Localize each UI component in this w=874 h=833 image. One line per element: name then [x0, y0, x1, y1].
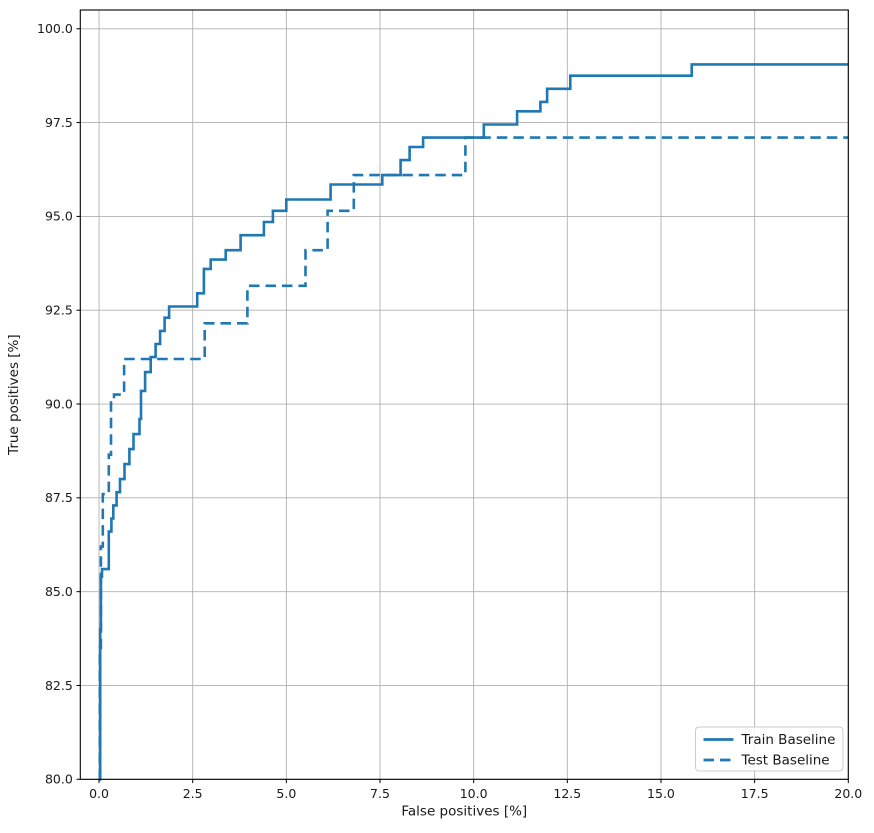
x-tick-label: 10.0	[460, 786, 488, 801]
x-tick-label: 5.0	[276, 786, 296, 801]
legend: Train Baseline Test Baseline	[695, 726, 844, 772]
y-tick-label: 82.5	[45, 678, 73, 693]
x-tick-label: 2.5	[183, 786, 203, 801]
y-tick-label: 100.0	[37, 21, 73, 36]
train-baseline-line	[98, 63, 849, 781]
x-tick-label: 15.0	[647, 786, 675, 801]
y-tick-label: 87.5	[45, 490, 73, 505]
legend-box	[695, 726, 844, 772]
x-axis: 0.0 2.5 5.0 7.5 10.0 12.5 15.0 17.5 20.0	[89, 779, 862, 801]
x-tick-label: 20.0	[834, 786, 862, 801]
grid	[80, 10, 849, 780]
y-tick-label: 90.0	[45, 396, 73, 411]
x-tick-label: 12.5	[553, 786, 581, 801]
y-tick-label: 95.0	[45, 209, 73, 224]
axes-spines	[79, 9, 849, 780]
x-tick-label: 17.5	[741, 786, 769, 801]
y-tick-label: 80.0	[45, 772, 73, 787]
y-tick-label: 97.5	[45, 115, 73, 130]
y-tick-label: 85.0	[45, 584, 73, 599]
y-axis: 80.0 82.5 85.0 87.5 90.0 92.5 95.0 97.5 100.0	[37, 21, 81, 787]
y-axis-label: True positives [%]	[6, 334, 22, 456]
x-axis-label: False positives [%]	[401, 803, 527, 819]
x-tick-label: 0.0	[89, 786, 109, 801]
y-tick-label: 92.5	[45, 303, 73, 318]
x-tick-label: 7.5	[370, 786, 390, 801]
test-baseline-line	[98, 136, 849, 781]
legend-entry-label: Train Baseline	[741, 732, 836, 748]
legend-entry-label: Test Baseline	[741, 753, 830, 769]
